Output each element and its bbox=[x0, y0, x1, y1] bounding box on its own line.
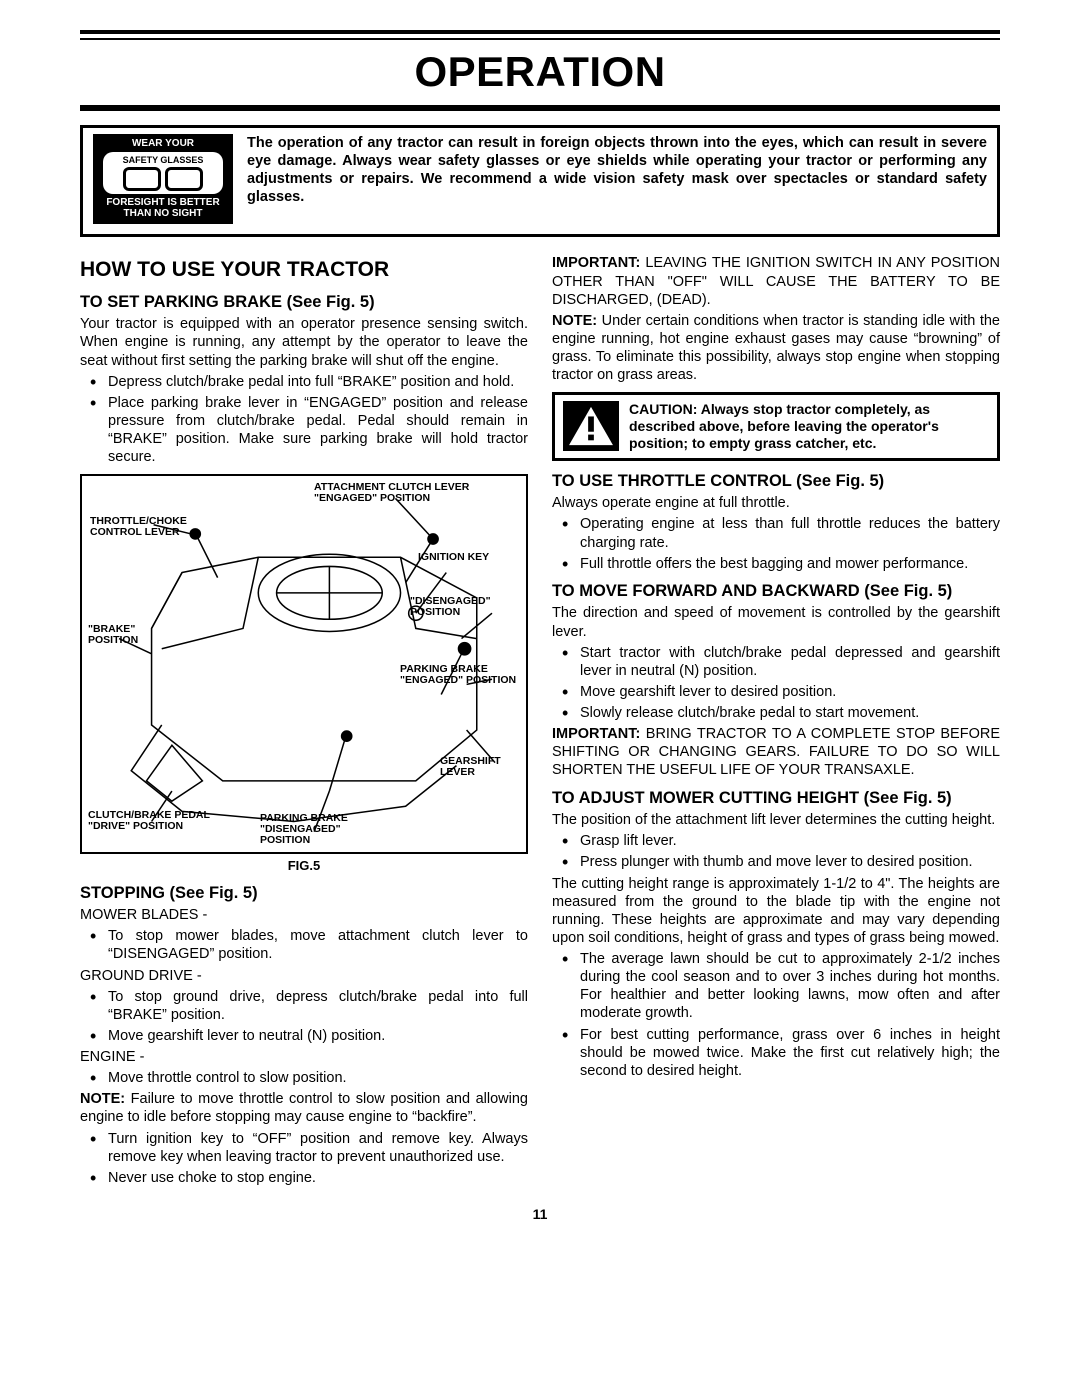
figure-5: THROTTLE/CHOKE CONTROL LEVER ATTACHMENT … bbox=[80, 474, 528, 854]
label-disengaged: "DISENGAGED" POSITION bbox=[410, 596, 520, 618]
ground-stop-list: To stop ground drive, depress clutch/bra… bbox=[80, 988, 528, 1045]
list-item: Move gearshift lever to neutral (N) posi… bbox=[80, 1027, 528, 1045]
rule-thick-2 bbox=[80, 107, 1000, 111]
throttle-list: Operating engine at less than full throt… bbox=[552, 515, 1000, 572]
safety-warning-box: WEAR YOUR SAFETY GLASSES FORESIGHT IS BE… bbox=[80, 125, 1000, 238]
list-item: Depress clutch/brake pedal into full “BR… bbox=[80, 373, 528, 391]
move-intro: The direction and speed of movement is c… bbox=[552, 604, 1000, 640]
page-title: OPERATION bbox=[80, 46, 1000, 99]
important-label: IMPORTANT: bbox=[552, 255, 640, 271]
label-pb-disengaged: PARKING BRAKE "DISENGAGED" POSITION bbox=[260, 813, 390, 846]
engine-off-list: Turn ignition key to “OFF” position and … bbox=[80, 1130, 528, 1187]
label-ignition: IGNITION KEY bbox=[418, 552, 518, 563]
note-label: NOTE: bbox=[80, 1091, 125, 1107]
content-columns: HOW TO USE YOUR TRACTOR TO SET PARKING B… bbox=[80, 251, 1000, 1190]
list-item: Start tractor with clutch/brake pedal de… bbox=[552, 644, 1000, 680]
list-item: Turn ignition key to “OFF” position and … bbox=[80, 1130, 528, 1166]
engine-label: ENGINE - bbox=[80, 1048, 528, 1066]
lift-list: Grasp lift lever. Press plunger with thu… bbox=[552, 832, 1000, 871]
mower-blades-label: MOWER BLADES - bbox=[80, 906, 528, 924]
note-browning: NOTE: Under certain conditions when trac… bbox=[552, 312, 1000, 385]
cutting-range: The cutting height range is approximatel… bbox=[552, 875, 1000, 948]
safety-text: The operation of any tractor can result … bbox=[247, 134, 987, 225]
caution-text: CAUTION: Always stop tractor completely,… bbox=[629, 401, 989, 451]
rule-thin bbox=[80, 38, 1000, 40]
list-item: Press plunger with thumb and move lever … bbox=[552, 853, 1000, 871]
list-item: Slowly release clutch/brake pedal to sta… bbox=[552, 704, 1000, 722]
list-item: For best cutting performance, grass over… bbox=[552, 1026, 1000, 1080]
important-transaxle: IMPORTANT: BRING TRACTOR TO A COMPLETE S… bbox=[552, 725, 1000, 779]
label-pb-engaged: PARKING BRAKE "ENGAGED" POSITION bbox=[400, 664, 520, 686]
lens-left bbox=[123, 167, 161, 191]
list-item: To stop ground drive, depress clutch/bra… bbox=[80, 988, 528, 1024]
parking-brake-steps: Depress clutch/brake pedal into full “BR… bbox=[80, 373, 528, 467]
list-item: The average lawn should be cut to approx… bbox=[552, 950, 1000, 1023]
throttle-heading: TO USE THROTTLE CONTROL (See Fig. 5) bbox=[552, 471, 1000, 492]
cutting-tips-list: The average lawn should be cut to approx… bbox=[552, 950, 1000, 1080]
page-number: 11 bbox=[80, 1206, 1000, 1224]
parking-brake-heading: TO SET PARKING BRAKE (See Fig. 5) bbox=[80, 292, 528, 313]
caution-box: CAUTION: Always stop tractor completely,… bbox=[552, 392, 1000, 460]
list-item: Full throttle offers the best bagging an… bbox=[552, 555, 1000, 573]
move-list: Start tractor with clutch/brake pedal de… bbox=[552, 644, 1000, 723]
badge-mid: SAFETY GLASSES bbox=[107, 156, 219, 166]
badge-top: WEAR YOUR bbox=[97, 138, 229, 149]
note-text: Failure to move throttle control to slow… bbox=[80, 1091, 528, 1125]
page-title-block: OPERATION bbox=[80, 46, 1000, 99]
throttle-intro: Always operate engine at full throttle. bbox=[552, 494, 1000, 512]
important-label: IMPORTANT: bbox=[552, 726, 640, 742]
label-brake: "BRAKE" POSITION bbox=[88, 624, 158, 646]
note-text: Under certain conditions when tractor is… bbox=[552, 313, 1000, 383]
ground-drive-label: GROUND DRIVE - bbox=[80, 967, 528, 985]
safety-badge: WEAR YOUR SAFETY GLASSES FORESIGHT IS BE… bbox=[93, 134, 233, 225]
label-throttle: THROTTLE/CHOKE CONTROL LEVER bbox=[90, 516, 220, 538]
list-item: Move gearshift lever to desired position… bbox=[552, 683, 1000, 701]
important-ignition: IMPORTANT: LEAVING THE IGNITION SWITCH I… bbox=[552, 254, 1000, 308]
note-backfire: NOTE: Failure to move throttle control t… bbox=[80, 1090, 528, 1126]
right-column: IMPORTANT: LEAVING THE IGNITION SWITCH I… bbox=[552, 251, 1000, 1190]
list-item: To stop mower blades, move attachment cl… bbox=[80, 927, 528, 963]
list-item: Grasp lift lever. bbox=[552, 832, 1000, 850]
move-heading: TO MOVE FORWARD AND BACKWARD (See Fig. 5… bbox=[552, 581, 1000, 602]
note-label: NOTE: bbox=[552, 313, 597, 329]
label-clutch-engaged: ATTACHMENT CLUTCH LEVER "ENGAGED" POSITI… bbox=[314, 482, 489, 504]
mower-stop-list: To stop mower blades, move attachment cl… bbox=[80, 927, 528, 963]
label-gearshift: GEARSHIFT LEVER bbox=[440, 756, 520, 778]
left-column: HOW TO USE YOUR TRACTOR TO SET PARKING B… bbox=[80, 251, 528, 1190]
badge-bot: FORESIGHT IS BETTER THAN NO SIGHT bbox=[97, 197, 229, 219]
label-clutch-pedal: CLUTCH/BRAKE PEDAL "DRIVE" POSITION bbox=[88, 810, 243, 832]
lens-right bbox=[165, 167, 203, 191]
caution-label: CAUTION: bbox=[629, 401, 697, 417]
list-item: Place parking brake lever in “ENGAGED” p… bbox=[80, 394, 528, 467]
glasses-icon: SAFETY GLASSES bbox=[103, 152, 223, 195]
list-item: Never use choke to stop engine. bbox=[80, 1169, 528, 1187]
rule-thick bbox=[80, 30, 1000, 34]
cutting-intro: The position of the attachment lift leve… bbox=[552, 811, 1000, 829]
list-item: Operating engine at less than full throt… bbox=[552, 515, 1000, 551]
warning-icon bbox=[563, 401, 619, 451]
stopping-heading: STOPPING (See Fig. 5) bbox=[80, 883, 528, 904]
figure-caption: FIG.5 bbox=[80, 858, 528, 874]
cutting-height-heading: TO ADJUST MOWER CUTTING HEIGHT (See Fig.… bbox=[552, 788, 1000, 809]
engine-slow-list: Move throttle control to slow position. bbox=[80, 1069, 528, 1087]
list-item: Move throttle control to slow position. bbox=[80, 1069, 528, 1087]
lenses bbox=[107, 167, 219, 191]
parking-brake-intro: Your tractor is equipped with an operato… bbox=[80, 315, 528, 369]
how-to-use-heading: HOW TO USE YOUR TRACTOR bbox=[80, 257, 528, 283]
